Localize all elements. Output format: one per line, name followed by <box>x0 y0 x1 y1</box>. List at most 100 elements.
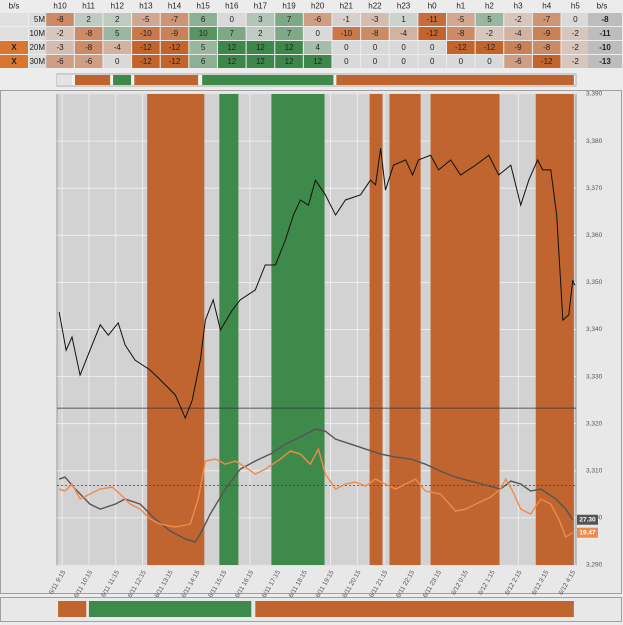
cell-value: 0 <box>344 57 349 66</box>
cell-value: 12 <box>285 57 294 66</box>
signal-segment <box>255 601 574 617</box>
cell-value: -7 <box>543 15 551 24</box>
value-cell <box>561 13 590 26</box>
value-cell <box>275 13 303 26</box>
cell-value: -11 <box>427 15 439 24</box>
value-cell <box>389 13 418 26</box>
value-cell <box>189 41 217 54</box>
cell-value: 5 <box>115 29 120 38</box>
value-cell <box>447 41 475 54</box>
header-label: h0 <box>428 2 437 11</box>
value-cell <box>217 13 246 26</box>
cell-value: -8 <box>56 15 64 24</box>
value-cell <box>361 55 389 68</box>
cell-value: -4 <box>400 29 408 38</box>
value-cell <box>561 55 590 68</box>
cell-value: -6 <box>85 57 93 66</box>
cell-value: -3 <box>56 43 64 52</box>
value-cell <box>303 41 332 54</box>
header-label: h19 <box>282 2 296 11</box>
row-total: -10 <box>599 43 611 52</box>
row-total: -13 <box>599 57 611 66</box>
value-cell <box>418 13 446 26</box>
value-cell <box>217 55 246 68</box>
cell-value: -1 <box>343 15 351 24</box>
value-cell <box>74 55 103 68</box>
value-cell <box>46 13 74 26</box>
cell-value: -12 <box>169 43 181 52</box>
cell-value: 2 <box>86 15 91 24</box>
y-tick-label: 3,320 <box>586 420 603 427</box>
end-label-box <box>577 527 598 538</box>
cell-value: 4 <box>315 43 320 52</box>
value-cell <box>303 27 332 40</box>
header-label: b/s <box>9 2 20 11</box>
value-cell <box>532 55 561 68</box>
total-cell <box>588 41 622 54</box>
cell-value: -8 <box>543 43 551 52</box>
cell-value: -12 <box>484 43 496 52</box>
header-label: h5 <box>571 2 580 11</box>
cell-value: 12 <box>227 43 236 52</box>
value-cell <box>389 41 418 54</box>
value-cell <box>74 13 103 26</box>
value-cell <box>103 27 132 40</box>
value-cell <box>275 41 303 54</box>
cell-value: 0 <box>344 43 349 52</box>
row-name: 5M <box>34 15 45 24</box>
signal-segment <box>57 75 73 85</box>
cell-value: -12 <box>455 43 467 52</box>
value-cell <box>189 13 217 26</box>
cell-value: 12 <box>256 57 265 66</box>
cell-value: -2 <box>572 29 580 38</box>
cell-value: 0 <box>115 57 120 66</box>
name-cell <box>29 55 46 68</box>
value-cell <box>132 27 160 40</box>
cell-value: 12 <box>227 57 236 66</box>
header-label: h14 <box>168 2 182 11</box>
name-cell <box>29 27 46 40</box>
cell-value: -8 <box>85 29 93 38</box>
series-line <box>58 447 574 539</box>
signal-segment <box>88 601 252 617</box>
cell-value: 0 <box>315 29 320 38</box>
value-cell <box>160 13 189 26</box>
value-cell <box>103 41 132 54</box>
value-cell <box>189 55 217 68</box>
value-cell <box>74 41 103 54</box>
row-name: 20M <box>29 43 45 52</box>
value-cell <box>303 13 332 26</box>
value-cell <box>332 13 361 26</box>
cell-value: -10 <box>140 29 152 38</box>
value-cell <box>217 41 246 54</box>
cell-value: 0 <box>373 43 378 52</box>
series-line <box>58 428 574 543</box>
header-label: h1 <box>456 2 465 11</box>
cell-value: 0 <box>373 57 378 66</box>
series-line <box>58 148 576 420</box>
name-cell <box>29 41 46 54</box>
signal-band <box>147 94 205 565</box>
value-cell <box>160 55 189 68</box>
cell-value: 0 <box>430 57 435 66</box>
cell-value: 0 <box>487 57 492 66</box>
signal-cell <box>0 55 28 68</box>
value-cell <box>504 27 532 40</box>
cell-value: -6 <box>314 15 322 24</box>
cell-value: 5 <box>201 43 206 52</box>
signal-segment <box>58 601 87 617</box>
value-cell <box>447 13 475 26</box>
cell-value: 12 <box>313 57 322 66</box>
signal-text: X <box>11 57 17 66</box>
value-cell <box>217 27 246 40</box>
cell-value: 2 <box>115 15 120 24</box>
cell-value: 0 <box>401 43 406 52</box>
cell-value: -8 <box>371 29 379 38</box>
cell-value: -9 <box>543 29 551 38</box>
cell-value: 10 <box>199 29 208 38</box>
value-cell <box>103 55 132 68</box>
cell-value: 3 <box>258 15 263 24</box>
header-label: h23 <box>397 2 411 11</box>
value-cell <box>332 27 361 40</box>
